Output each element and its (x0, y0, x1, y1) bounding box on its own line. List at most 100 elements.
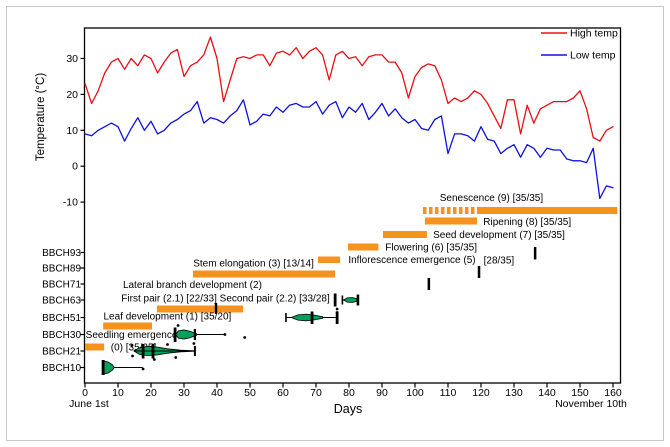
stage-divider-tick (214, 303, 218, 314)
stage-bar-dash-senescence (434, 207, 439, 214)
legend: High temp Low temp (541, 28, 618, 62)
stage-label-inflorescence-emergence: Inflorescence emergence (5) (348, 255, 475, 266)
x-axis: 0 10 20 30 40 50 60 70 80 90 100 110 120 130 140 150 160… (69, 383, 627, 416)
stage-bar-seedling-emergence (85, 343, 105, 351)
x-tick-label: 160 (604, 387, 622, 399)
stage-label-lateral-branch-development: Lateral branch development (2) (123, 280, 262, 291)
bbch-tick-label: BBCH89 (42, 264, 81, 275)
bbch-tick-label: BBCH93 (42, 248, 81, 259)
stage-bar-inflorescence-emergence (317, 256, 341, 263)
violin-shape (342, 297, 358, 303)
stage-flowering: Flowering (6) [35/35] (348, 243, 477, 254)
violin-shape (175, 329, 197, 340)
x-tick-label: 110 (440, 387, 457, 399)
stage-label-seed-development: Seed development (7) [35/35] (433, 230, 565, 241)
whisker-cap (193, 329, 196, 340)
stage-inflorescence-emergence: Inflorescence emergence (5) [28/35] (317, 255, 515, 267)
data-point-dot (243, 336, 247, 339)
high-temp-line (84, 36, 614, 142)
stage-ripening: Ripening (8) [35/35] (424, 217, 571, 228)
stage-stem-elongation: Stem elongation (3) [13/14] (192, 259, 336, 278)
observation-tick (427, 278, 431, 290)
stage-label-inflorescence-emergence: [28/35] (484, 256, 515, 267)
observation-ticks (427, 247, 537, 290)
stage-bar-stem-elongation (192, 270, 336, 278)
x-axis-title: Days (334, 402, 362, 416)
bbch-tick-label: BBCH30 (42, 330, 81, 341)
stage-label-senescence: Senescence (9) [35/35] (440, 193, 544, 204)
data-point-dot (130, 344, 134, 347)
figure-panel (6, 6, 664, 441)
x-tick-label: 40 (211, 387, 223, 399)
stage-label-lateral-branch-development: First pair (2.1) [22/33] Second pair (2.… (121, 294, 330, 305)
x-tick-label: 50 (244, 387, 256, 399)
median-tick (151, 344, 155, 359)
stage-violins (101, 293, 360, 375)
stage-bar-senescence (477, 207, 618, 214)
median-tick (356, 294, 360, 306)
data-point-dot (141, 367, 145, 371)
temp-tick-label: -10 (63, 197, 78, 209)
x-tick-label: 120 (472, 387, 490, 399)
stage-leaf-development: Leaf development (1) [35/20] (103, 312, 232, 330)
stage-label-stem-elongation: Stem elongation (3) [13/14] (193, 259, 314, 270)
median-tick (173, 327, 177, 342)
bbch-tick-label: BBCH71 (42, 280, 81, 291)
x-tick-label: 100 (406, 387, 424, 399)
x-tick-label: 130 (505, 387, 523, 399)
temperature-axis-title: Temperature (°C) (35, 73, 47, 161)
stage-label-flowering: Flowering (6) [35/35] (385, 243, 477, 254)
observation-tick (477, 266, 481, 278)
whisker-cap (193, 346, 196, 356)
x-tick-label: 80 (343, 387, 355, 399)
x-tick-label: 150 (571, 387, 589, 399)
x-tick-label: 140 (538, 387, 556, 399)
x-tick-label: 20 (145, 387, 157, 399)
bbch-axis: BBCH93 BBCH89 BBCH71 BBCH63 BBCH51 BBCH30 BBCH… (42, 248, 85, 374)
stage-bar-leaf-development (103, 322, 152, 330)
observation-tick (533, 247, 537, 260)
bbch-tick-label: BBCH10 (42, 363, 81, 374)
x-start-date-label: June 1st (69, 398, 109, 410)
data-point-dot (335, 311, 339, 314)
stage-bar-seed-development (382, 231, 427, 238)
median-tick (101, 360, 105, 375)
stage-label-leaf-development: Leaf development (1) [35/20] (103, 312, 231, 323)
stage-bar-dash-senescence (458, 207, 463, 214)
x-tick-label: 70 (310, 387, 322, 399)
legend-label-high-temp: High temp (570, 28, 618, 40)
temp-tick-label: 30 (66, 53, 78, 65)
stage-seedling-emergence: Seedling emergence (0) [35/35] (85, 330, 178, 354)
data-point-dot (174, 356, 178, 359)
stage-label-seedling-emergence: Seedling emergence (86, 330, 178, 341)
stage-senescence: Senescence (9) [35/35] (422, 193, 618, 214)
data-point-dot (152, 358, 156, 361)
stage-bar-dash-senescence (440, 207, 445, 214)
stage-bar-dash-senescence (464, 207, 469, 214)
median-tick (333, 293, 337, 307)
data-point-dot (166, 343, 169, 346)
temp-tick-label: 10 (66, 125, 78, 137)
data-point-dot (176, 324, 180, 327)
data-point-dot (131, 354, 134, 358)
data-point-dot (223, 333, 227, 336)
stage-bar-dash-senescence (446, 207, 451, 214)
median-tick (310, 311, 314, 324)
plot-border (83, 27, 622, 384)
low-temp-line (84, 99, 614, 200)
x-tick-label: 0 (82, 387, 88, 399)
x-end-date-label: November 10th (555, 398, 627, 410)
stage-lateral-branch-development: Lateral branch development (2) First pair… (121, 280, 330, 314)
x-tick-label: 10 (112, 387, 124, 399)
bbch-tick-label: BBCH63 (42, 296, 81, 307)
stage-bar-lateral-branch-development (156, 305, 244, 313)
violin-shape (290, 313, 324, 322)
temp-tick-label: 20 (66, 89, 78, 101)
stage-bar-dash-senescence (428, 207, 433, 214)
x-tick-label: 90 (376, 387, 388, 399)
stage-bar-dash-senescence (470, 207, 475, 214)
stage-seed-development: Seed development (7) [35/35] (382, 230, 565, 241)
stage-bar-flowering (348, 243, 379, 251)
